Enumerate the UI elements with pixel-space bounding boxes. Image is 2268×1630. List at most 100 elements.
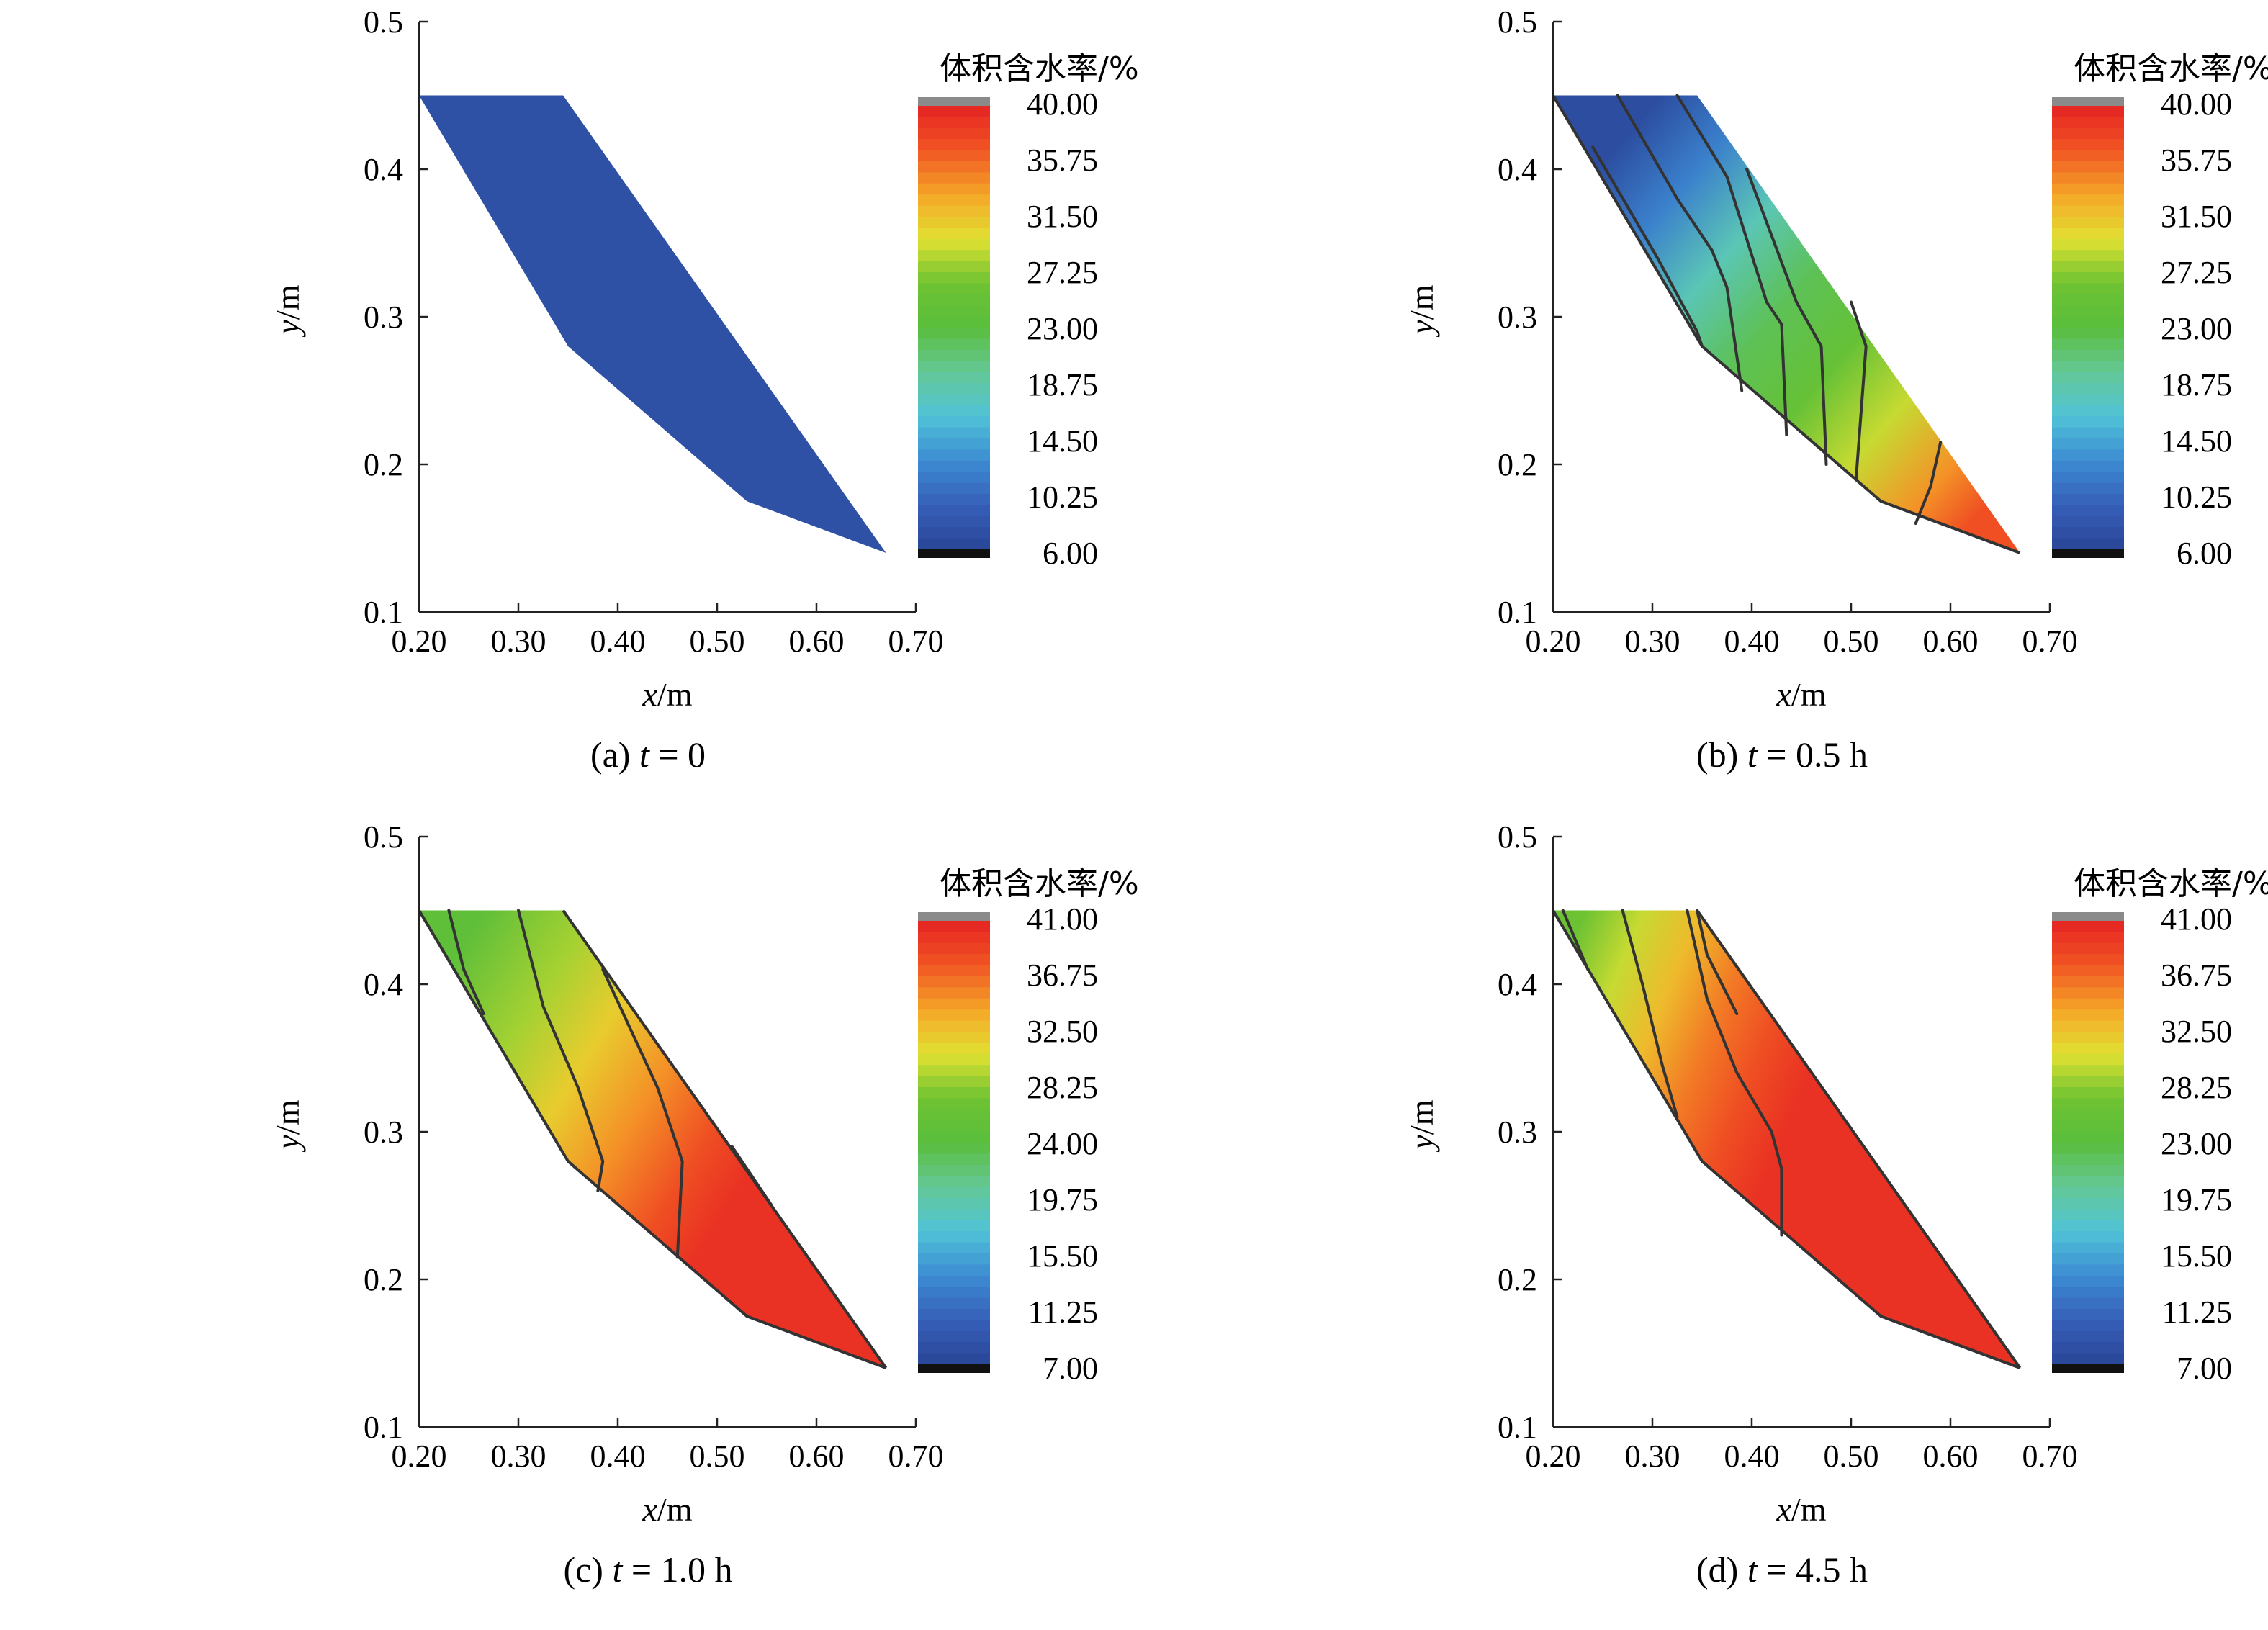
colorbar-band (2052, 372, 2124, 384)
colorbar-band (2052, 1242, 2124, 1254)
colorbar-band (918, 1009, 990, 1022)
x-tick-label: 0.50 (690, 623, 745, 659)
x-axis-var: x (1776, 1491, 1792, 1528)
x-axis-unit: /m (657, 676, 693, 713)
y-axis-unit: /m (1403, 284, 1440, 320)
colorbar-tick-label: 31.50 (2161, 199, 2232, 234)
colorbar-tick-label: 7.00 (2177, 1351, 2232, 1386)
y-tick-label: 0.5 (364, 819, 403, 855)
colorbar-band (918, 1297, 990, 1310)
x-tick-label: 0.50 (1824, 1438, 1879, 1474)
chart-svg-d: 0.20 0.30 0.40 0.50 0.60 0.70 0.1 0.2 0.3 0.4 0.5 x… (1403, 819, 2268, 1590)
colorbar-band (2052, 117, 2124, 129)
colorbar-band (2052, 494, 2124, 505)
y-axis-label: y/m (269, 1099, 306, 1152)
contour-line (517, 909, 605, 1192)
y-axis-label: y/m (269, 284, 306, 337)
contour-line (1675, 94, 1788, 436)
colorbar-band (918, 1020, 990, 1032)
y-axis-label: y/m (1403, 1099, 1440, 1152)
chart-panel-b: 0.20 0.30 0.40 0.50 0.60 0.70 0.1 0.2 0.3 0.4 0.5 x… (1134, 0, 2268, 815)
colorbar-band (2052, 1131, 2124, 1143)
colorbar-band (918, 183, 990, 195)
x-axis-label: x/m (1776, 1491, 1827, 1528)
colorbar-band (918, 405, 990, 417)
colorbar-band (2052, 965, 2124, 977)
colorbar-title: 体积含水率/% (940, 50, 1139, 87)
x-axis-label: x/m (1776, 676, 1827, 713)
colorbar-band (918, 472, 990, 484)
colorbar-tick-label: 19.75 (1027, 1182, 1098, 1217)
colorbar-tick-label: 40.00 (2161, 86, 2232, 122)
y-axis-var: y (1403, 1134, 1440, 1152)
contour-line (1696, 909, 1739, 1015)
colorbar-band (2052, 1309, 2124, 1320)
colorbar-band (2052, 1098, 2124, 1110)
colorbar-band (2052, 1120, 2124, 1133)
slope-surface-line (562, 909, 888, 1369)
y-axis-var: y (1403, 319, 1440, 337)
colorbar-band (2052, 1176, 2124, 1188)
x-tick-label: 0.70 (888, 1438, 944, 1474)
colorbar-band (2052, 449, 2124, 461)
chart-svg-c: 0.20 0.30 0.40 0.50 0.60 0.70 0.1 0.2 0.3 0.4 0.5 x… (269, 819, 1139, 1590)
colorbar-band (2052, 1009, 2124, 1022)
y-axis-var: y (269, 319, 306, 337)
x-axis-unit: /m (1791, 1491, 1827, 1528)
colorbar-band (918, 194, 990, 207)
colorbar-band (2052, 527, 2124, 539)
colorbar-band (2052, 1164, 2124, 1176)
colorbar-band (2052, 1187, 2124, 1199)
colorbar-band (918, 349, 990, 361)
colorbar-band (2052, 998, 2124, 1010)
colorbar-band (2052, 942, 2124, 955)
colorbar-band (918, 494, 990, 505)
caption-time-value: = 0.5 h (1758, 734, 1868, 775)
contour-line (1850, 300, 1868, 481)
colorbar-band (918, 998, 990, 1010)
colorbar-band (918, 106, 990, 117)
contour-line (730, 1145, 773, 1207)
colorbar-band (918, 383, 990, 395)
colorbar-band (918, 1076, 990, 1088)
colorbar-band (2052, 1353, 2124, 1365)
colorbar-under-cap (2052, 1364, 2124, 1373)
colorbar-band (918, 942, 990, 955)
colorbar-band (918, 205, 990, 217)
colorbar-band (2052, 427, 2124, 439)
colorbar-band (918, 965, 990, 977)
colorbar-band (2052, 1320, 2124, 1332)
y-tick-label: 0.5 (1498, 819, 1537, 855)
contour-line (1914, 441, 1943, 525)
colorbar-band (918, 1087, 990, 1099)
y-tick-label: 0.5 (1498, 4, 1537, 40)
chart-panel-d: 0.20 0.30 0.40 0.50 0.60 0.70 0.1 0.2 0.3 0.4 0.5 x… (1134, 815, 2268, 1630)
y-tick-label: 0.3 (1498, 1115, 1537, 1150)
colorbar-band (2052, 349, 2124, 361)
colorbar-tick-label: 19.75 (2161, 1182, 2232, 1217)
colorbar-over-cap (918, 97, 990, 106)
colorbar-band (918, 172, 990, 184)
colorbar-tick-label: 28.25 (1027, 1070, 1098, 1105)
colorbar-band (2052, 1253, 2124, 1265)
colorbar-band (2052, 328, 2124, 339)
colorbar-band (2052, 976, 2124, 988)
colorbar-band (918, 1120, 990, 1133)
colorbar-band (2052, 1043, 2124, 1055)
colorbar-band (918, 161, 990, 173)
wetting-boundary-line (418, 909, 887, 1369)
colorbar-band (918, 1220, 990, 1232)
contour-line (447, 909, 485, 1015)
y-tick-label: 0.2 (1498, 447, 1537, 482)
colorbar-tick-label: 24.00 (1027, 1126, 1098, 1161)
colorbar-c: 体积含水率/%41.00 36.75 32.50 28.25 24.00 19.75 15.… (918, 865, 1139, 1386)
colorbar-tick-label: 35.75 (2161, 143, 2232, 178)
x-axis-label: x/m (642, 1491, 693, 1528)
colorbar-band (918, 1053, 990, 1066)
caption-letter: (a) (590, 734, 639, 775)
x-tick-label: 0.50 (690, 1438, 745, 1474)
colorbar-band (2052, 1209, 2124, 1221)
contour-line (601, 968, 684, 1259)
colorbar-band (918, 238, 990, 251)
colorbar-band (2052, 1065, 2124, 1077)
